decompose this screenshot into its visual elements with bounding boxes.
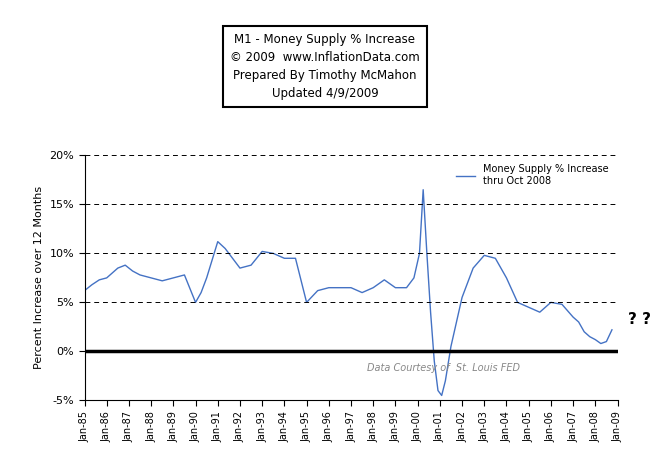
- Text: ? ? ?: ? ? ?: [628, 312, 650, 327]
- Text: M1 - Money Supply % Increase
© 2009  www.InflationData.com
Prepared By Timothy M: M1 - Money Supply % Increase © 2009 www.…: [230, 33, 420, 100]
- Text: Data Courtesy of  St. Louis FED: Data Courtesy of St. Louis FED: [367, 363, 520, 373]
- Y-axis label: Percent Increase over 12 Months: Percent Increase over 12 Months: [34, 187, 44, 369]
- Legend: Money Supply % Increase
thru Oct 2008: Money Supply % Increase thru Oct 2008: [452, 160, 613, 190]
